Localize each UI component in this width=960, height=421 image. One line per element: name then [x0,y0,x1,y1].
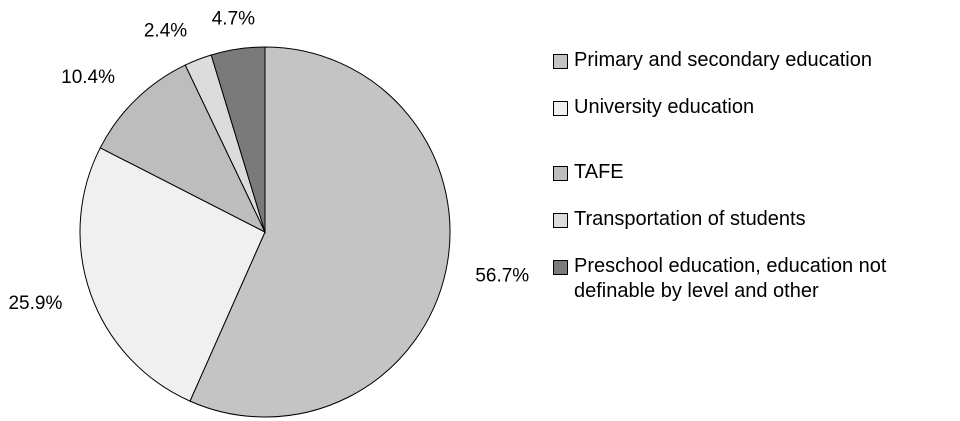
pie-slice [210,46,266,233]
legend-swatch [553,260,568,275]
data-label: 2.4% [144,21,187,42]
pie-slice [189,46,451,418]
legend-label: Transportation of students [574,208,806,230]
legend-item: Transportation of students [553,207,953,232]
legend-label: TAFE [574,161,624,183]
chart: 56.7% 25.9% 10.4% 2.4% 4.7% [8,8,529,418]
pie-slice [99,64,267,234]
legend-item: Primary and secondary education [553,48,953,73]
data-label: 56.7% [475,266,529,287]
data-label: 4.7% [212,8,255,29]
legend-label: University education [574,96,755,118]
legend-label: Primary and secondary education [574,49,872,71]
legend-item: Preschool education, education not defin… [553,254,953,304]
data-label: 25.9% [8,293,62,314]
legend-swatch [553,166,568,181]
data-label: 10.4% [61,67,115,88]
legend-swatch [553,213,568,228]
legend-swatch [553,101,568,116]
legend: Primary and secondary education Universit… [553,48,953,304]
legend-label: Preschool education, education not defin… [574,255,887,302]
pie-slice [79,147,266,402]
legend-item: TAFE [553,160,953,185]
legend-swatch [553,54,568,69]
legend-item: University education [553,95,953,120]
